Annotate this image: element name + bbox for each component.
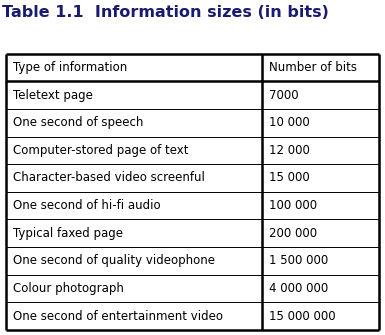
Text: Table 1.1  Information sizes (in bits): Table 1.1 Information sizes (in bits) xyxy=(2,5,329,20)
Text: Typical faxed page: Typical faxed page xyxy=(13,227,123,240)
Text: 200 000: 200 000 xyxy=(268,227,316,240)
Text: One second of quality videophone: One second of quality videophone xyxy=(13,254,215,267)
Text: 15 000: 15 000 xyxy=(268,172,309,185)
Text: 1 500 000: 1 500 000 xyxy=(268,254,328,267)
Text: 100 000: 100 000 xyxy=(268,199,316,212)
Text: Teletext page: Teletext page xyxy=(13,88,92,102)
Text: One second of entertainment video: One second of entertainment video xyxy=(13,310,223,323)
Text: Computer-stored page of text: Computer-stored page of text xyxy=(13,144,188,157)
Text: Colour photograph: Colour photograph xyxy=(13,282,124,295)
Text: 7000: 7000 xyxy=(268,88,298,102)
Text: Character-based video screenful: Character-based video screenful xyxy=(13,172,204,185)
Text: Number of bits: Number of bits xyxy=(268,61,357,74)
Text: One second of hi-fi audio: One second of hi-fi audio xyxy=(13,199,160,212)
Text: 15 000 000: 15 000 000 xyxy=(268,310,335,323)
Text: 10 000: 10 000 xyxy=(268,116,309,129)
Text: 4 000 000: 4 000 000 xyxy=(268,282,328,295)
Text: 12 000: 12 000 xyxy=(268,144,310,157)
Text: One second of speech: One second of speech xyxy=(13,116,143,129)
Text: Type of information: Type of information xyxy=(13,61,127,74)
